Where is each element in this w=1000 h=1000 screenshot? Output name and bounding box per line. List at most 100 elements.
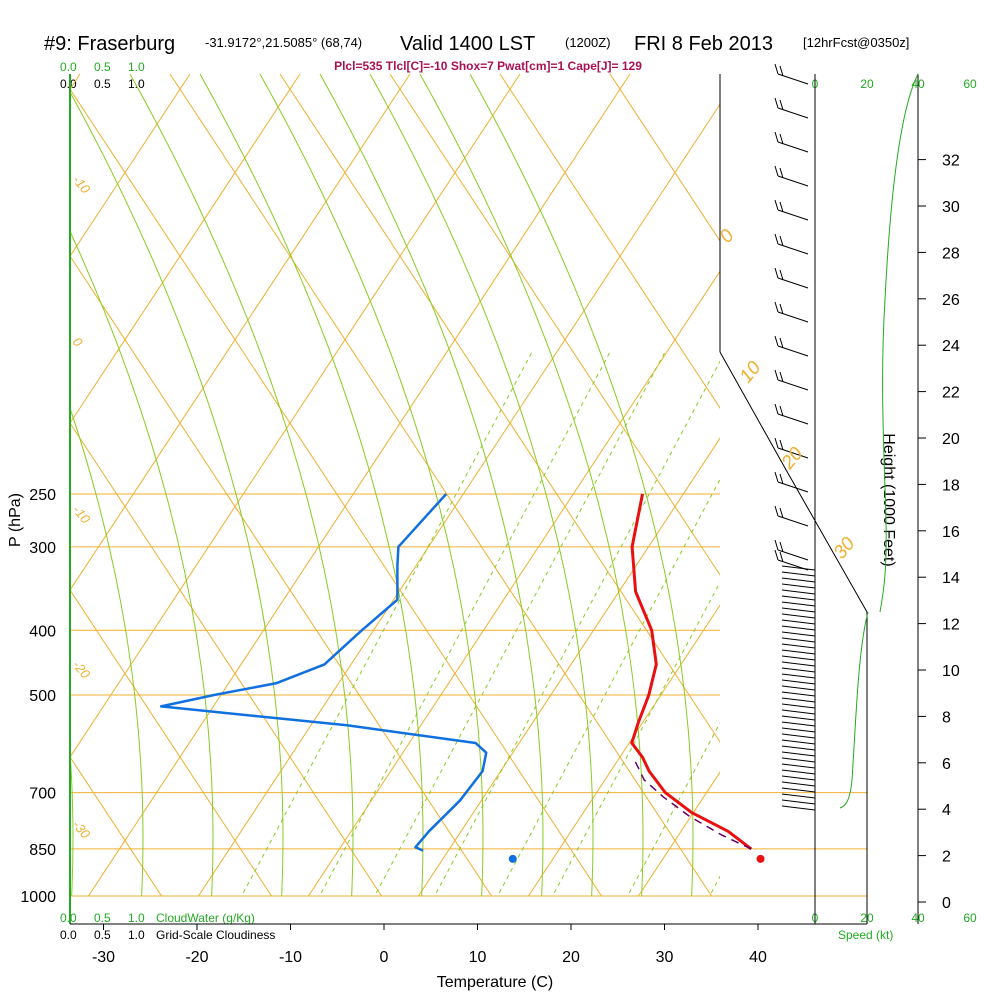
wind-barb-feather [779, 133, 784, 145]
dry-adiabat-line [499, 74, 720, 409]
wind-barb [781, 715, 816, 721]
height-tick-label: 2 [942, 849, 951, 866]
isotherm-line [840, 74, 1000, 924]
cloud-scale-bottom-green-0: 0.0 [60, 911, 77, 925]
wind-barb [781, 775, 816, 781]
wind-barb-feather [779, 235, 784, 247]
dewpoint-line [159, 493, 488, 852]
wind-barb-feather [774, 539, 779, 551]
wind-barb-feather [779, 337, 784, 349]
y-tick-label: 850 [29, 842, 56, 859]
height-tick-label: 20 [942, 431, 960, 448]
wind-barb-feather [779, 439, 784, 451]
x-tick-label: -30 [92, 949, 115, 966]
wind-speed-line-lower [839, 611, 869, 809]
x-tick-label: 0 [380, 949, 389, 966]
wind-barb [781, 655, 816, 661]
wind-barb-feather [774, 471, 779, 483]
wind-barb [781, 799, 816, 805]
wind-barb-feather [774, 131, 779, 143]
isotherm-line [70, 74, 411, 591]
speed-scale-top-20: 20 [860, 77, 874, 91]
height-tick-label: 16 [942, 524, 960, 541]
x-tick-label: 10 [469, 949, 487, 966]
dry-adiabat-line [70, 756, 163, 896]
wind-barb [781, 571, 816, 577]
profile-series [159, 493, 765, 863]
wind-barb-feather [779, 371, 784, 383]
cloudiness-label: Grid-Scale Cloudiness [156, 928, 275, 942]
moist-adiabat-line [369, 74, 594, 896]
isotherm-label: -20 [70, 657, 94, 682]
wind-barb [781, 583, 816, 589]
height-tick-label: 30 [942, 199, 960, 216]
wind-barb-feather [774, 301, 779, 313]
cloud-scale-top-black-1: 0.5 [94, 77, 111, 91]
cloudwater-label: CloudWater (g/Kg) [156, 911, 255, 925]
y-axis-label: P (hPa) [7, 493, 24, 547]
wind-barb-feather [779, 405, 784, 417]
dry-adiabat-line [279, 74, 720, 743]
cloud-scale-top-green-2: 1.0 [128, 60, 145, 74]
y-tick-label: 1000 [20, 889, 56, 906]
dry-adiabat-line [169, 74, 713, 896]
isotherm-line [70, 74, 191, 258]
wind-panel-border [719, 351, 868, 924]
cloud-scale-bottom-black-2: 1.0 [128, 928, 145, 942]
isotherm-line [307, 270, 720, 896]
wind-barb-feather [779, 551, 784, 563]
wind-barb-feather [779, 65, 784, 77]
mixing-ratio-label: 5 [419, 898, 436, 914]
height-axis-label: Height (1000 Feet) [880, 433, 897, 566]
isotherm-label: 30 [830, 533, 860, 563]
cloud-scale-top-black-0: 0.0 [60, 77, 77, 91]
wind-barb-feather [779, 99, 784, 111]
wind-barb [781, 751, 816, 757]
wind-barb-feather [774, 233, 779, 245]
height-tick-label: 28 [942, 245, 960, 262]
x-tick-label: 20 [562, 949, 580, 966]
station-title: #9: Fraserburg [44, 33, 175, 55]
wind-barb [781, 733, 816, 739]
mixing-ratio-line [374, 351, 666, 896]
height-tick-label: 22 [942, 385, 960, 402]
y-tick-label: 500 [29, 688, 56, 705]
wind-barb-feather [779, 507, 784, 519]
wind-barb [781, 625, 816, 631]
surface-dewpoint-marker [508, 854, 517, 863]
x-tick-label: 40 [749, 949, 767, 966]
height-tick-label: 12 [942, 617, 960, 634]
wind-barb-feather [779, 303, 784, 315]
moist-adiabat-line [469, 74, 694, 896]
wind-barb-feather [774, 267, 779, 279]
moist-adiabat-line [70, 91, 284, 896]
wind-barb [781, 721, 816, 727]
isotherm-line [527, 604, 720, 896]
wind-barb [781, 631, 816, 637]
moist-adiabat-line [319, 74, 544, 896]
surface-temperature-marker [756, 854, 765, 863]
height-tick-label: 26 [942, 292, 960, 309]
background-lines: 1 2 3 5 8 12 20 [70, 74, 1000, 924]
isotherm-label: 0 [716, 225, 739, 247]
mixing-ratio-line [319, 351, 611, 896]
wind-barb [781, 757, 816, 763]
isotherm-line [70, 74, 301, 425]
height-tick-label: 6 [942, 756, 951, 773]
temperature-line [630, 493, 753, 851]
isotherm-line [637, 771, 720, 896]
height-tick-label: 32 [942, 153, 960, 170]
wind-barb-feather [774, 437, 779, 449]
wind-barb [781, 805, 816, 811]
cloud-scale-top-black-2: 1.0 [128, 77, 145, 91]
wind-barb-feather [779, 541, 784, 553]
height-tick-label: 24 [942, 338, 960, 355]
wind-barb [781, 781, 816, 787]
wind-barb-feather [774, 335, 779, 347]
wind-barb [781, 793, 816, 799]
moist-adiabat-line [70, 745, 74, 896]
sounding-parameters: Plcl=535 Tlcl[C]=-10 Shox=7 Pwat[cm]=1 C… [334, 59, 642, 73]
y-tick-label: 700 [29, 786, 56, 803]
dry-adiabat-line [609, 74, 720, 242]
